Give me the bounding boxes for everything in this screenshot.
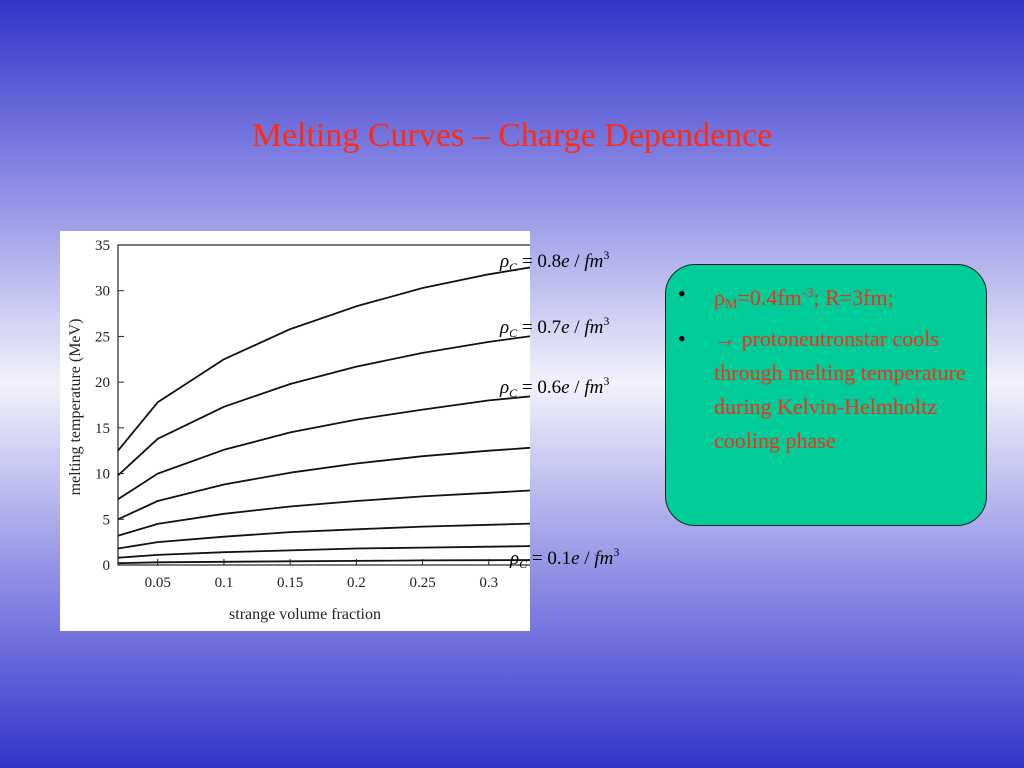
density-exponent: -3 — [801, 286, 814, 301]
y-tick-label: 5 — [103, 512, 111, 528]
chart-svg: 0.050.10.150.20.250.30.35 05101520253035… — [67, 238, 530, 623]
slide-title: Melting Curves – Charge Dependence — [251, 117, 773, 154]
curve-label-3-value: 0.1 — [547, 548, 572, 569]
curve-label-1-value: 0.7 — [537, 317, 562, 338]
y-tick-group: 0 5 10 15 20 25 30 35 — [95, 238, 124, 574]
curve-label-2: ρC = 0.6e / fm3 — [500, 374, 610, 400]
x-tick-label: 0.3 — [479, 575, 498, 591]
x-axis-label: strange volume fraction — [229, 606, 381, 623]
y-tick-label: 10 — [95, 467, 110, 483]
melting-curve-2 — [117, 395, 530, 500]
curve-label-0: ρC = 0.8e / fm3 — [500, 248, 610, 274]
y-tick-label: 15 — [95, 421, 110, 437]
rho-symbol: ρ — [714, 285, 725, 310]
x-tick-label: 0.05 — [145, 575, 171, 591]
y-axis-label: melting temperature (MeV) — [67, 319, 84, 496]
x-tick-label: 0.25 — [409, 575, 435, 591]
x-tick-label: 0.2 — [347, 575, 366, 591]
density-value: =0.4fm — [737, 285, 802, 310]
melting-curve-chart: 0.050.10.150.20.250.30.35 05101520253035… — [60, 231, 530, 631]
radius-value: ; R=3fm; — [813, 285, 894, 310]
info-list: • ρM=0.4fm-3; R=3fm; • → protoneutronsta… — [666, 265, 986, 458]
bullet-dot: • — [678, 326, 686, 351]
melting-curve-4 — [117, 489, 530, 537]
y-tick-label: 35 — [95, 238, 110, 254]
y-tick-label: 20 — [95, 375, 110, 391]
curve-label-2-value: 0.6 — [537, 377, 562, 398]
y-tick-label: 0 — [103, 558, 111, 574]
rho-subscript: M — [724, 297, 738, 312]
info-box: • ρM=0.4fm-3; R=3fm; • → protoneutronsta… — [665, 264, 987, 526]
melting-curve-3 — [117, 446, 530, 521]
melting-curve-5 — [117, 522, 530, 550]
melting-curve-1 — [117, 335, 530, 477]
info-bullet-cooling: • → protoneutronstar cools through melti… — [678, 322, 970, 458]
melting-curve-7 — [117, 559, 530, 565]
melting-curve-6 — [117, 545, 530, 559]
x-tick-label: 0.15 — [277, 575, 303, 591]
y-tick-label: 30 — [95, 284, 110, 300]
curve-label-1: ρC = 0.7e / fm3 — [500, 314, 610, 340]
y-tick-label: 25 — [95, 329, 110, 345]
curve-group — [117, 266, 530, 565]
plot-frame — [117, 244, 530, 566]
cooling-text: → protoneutronstar cools through melting… — [714, 326, 966, 453]
x-tick-label: 0.1 — [215, 575, 234, 591]
melting-curve-0 — [117, 266, 530, 452]
curve-label-0-value: 0.8 — [537, 251, 562, 272]
curve-label-3: ρC = 0.1e / fm3 — [510, 545, 620, 571]
bullet-dot: • — [678, 281, 686, 306]
info-bullet-density: • ρM=0.4fm-3; R=3fm; — [678, 277, 970, 322]
x-tick-group: 0.050.10.150.20.250.30.35 — [145, 559, 498, 591]
